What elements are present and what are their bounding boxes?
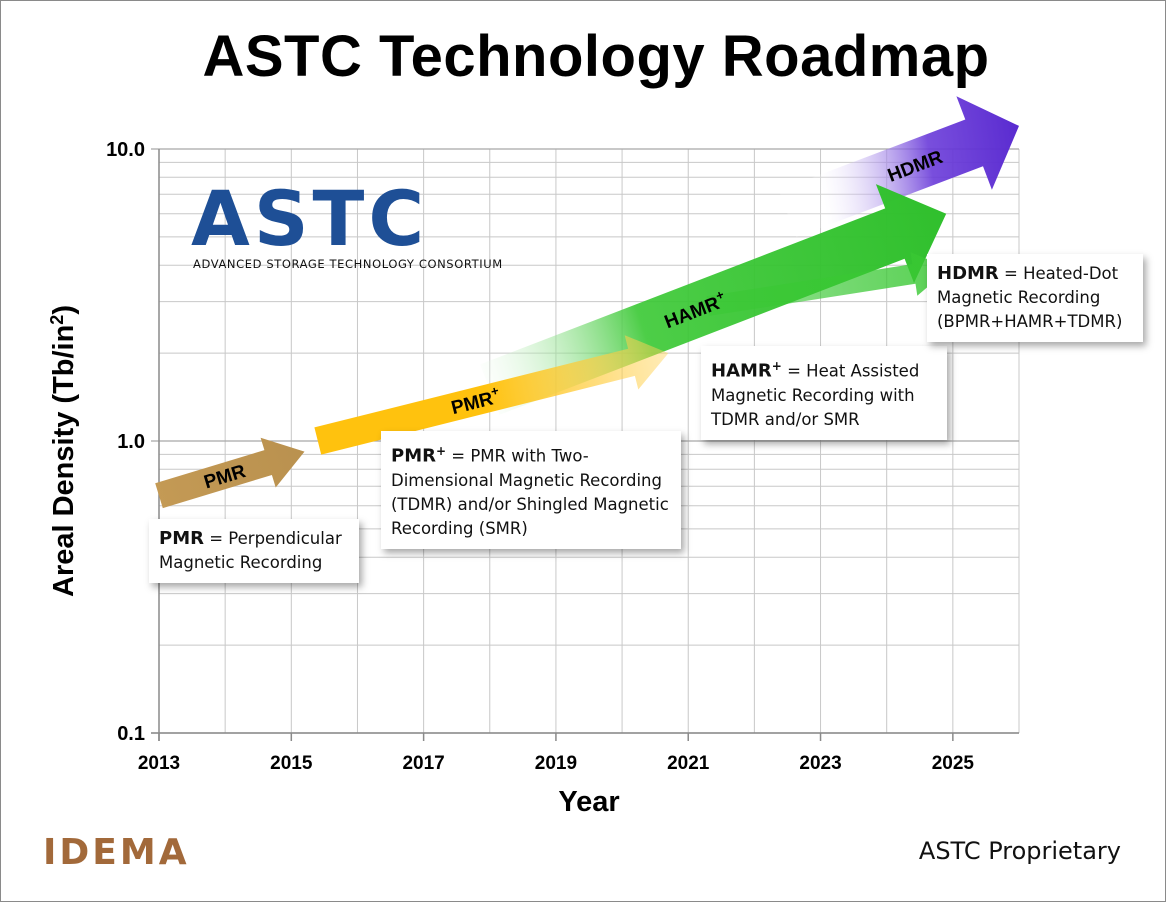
x-tick-label: 2015	[270, 753, 313, 774]
callout-term: PMR	[391, 445, 436, 467]
slide-title: ASTC Technology Roadmap	[202, 24, 990, 89]
callout-text: = Heat Assisted Magnetic Recording with …	[711, 361, 920, 429]
x-tick-label: 2025	[932, 753, 975, 774]
callout-pmr-plus: PMR+ = PMR with Two-Dimensional Magnetic…	[381, 431, 681, 549]
x-tick-label: 2013	[138, 753, 180, 774]
series-arrow-pmr-plus	[314, 335, 669, 455]
y-tick-label: 10.0	[106, 139, 145, 161]
callout-term: HAMR	[711, 360, 772, 382]
series-arrow-hdmr	[778, 96, 1019, 238]
callout-hdmr: HDMR = Heated-Dot Magnetic Recording (BP…	[927, 254, 1143, 342]
y-tick-label: 0.1	[117, 723, 145, 745]
astc-logo: ASTC ADVANCED STORAGE TECHNOLOGY CONSORT…	[191, 174, 503, 272]
y-axis-title: Areal Density (Tb/in2)	[47, 305, 80, 597]
callout-pmr: PMR = Perpendicular Magnetic Recording	[149, 519, 359, 583]
series-arrow-pmr	[155, 437, 305, 509]
x-tick-label: 2021	[667, 753, 710, 774]
x-tick-label: 2019	[535, 753, 577, 774]
astc-logo-wordmark: ASTC	[191, 174, 429, 263]
x-tick-label: 2017	[402, 753, 444, 774]
callout-term: PMR	[159, 528, 204, 549]
callout-term-sup: +	[435, 444, 447, 458]
callout-term: HDMR	[937, 263, 999, 284]
idema-logo: IDEMA	[43, 832, 190, 873]
y-tick-label: 1.0	[117, 431, 145, 453]
astc-logo-subtitle: ADVANCED STORAGE TECHNOLOGY CONSORTIUM	[193, 257, 503, 271]
x-axis-title: Year	[558, 786, 619, 818]
callout-text: = PMR with Two-Dimensional Magnetic Reco…	[391, 446, 669, 538]
tick-labels: 0.1 1.0 10.0 2013 2015 2017 2019 2021 2023 2025 Ye…	[47, 139, 974, 818]
x-tick-label: 2023	[799, 753, 841, 774]
callout-hamr-plus: HAMR+ = Heat Assisted Magnetic Recording…	[701, 346, 947, 440]
footer-proprietary-note: ASTC Proprietary	[918, 837, 1121, 865]
callout-term-sup: +	[771, 359, 782, 373]
series-arrow-hamr-plus-branch	[706, 252, 950, 316]
callout-text: = Perpendicular Magnetic Recording	[159, 529, 342, 572]
callout-text: = Heated-Dot Magnetic Recording (BPMR+HA…	[937, 264, 1123, 331]
